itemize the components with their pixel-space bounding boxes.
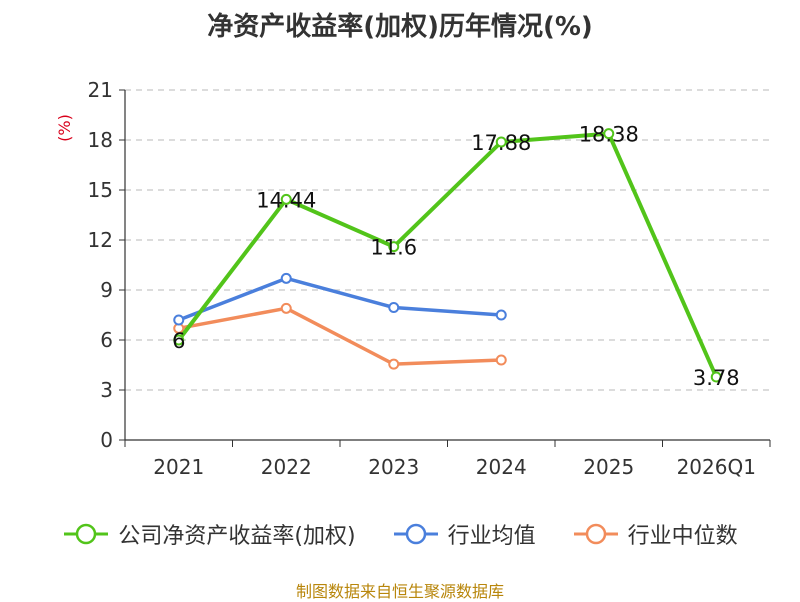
y-tick-label: 3 [100,378,113,402]
legend-label: 公司净资产收益率(加权) [118,524,356,549]
x-tick-label: 2024 [476,455,527,479]
data-point [280,193,292,205]
legend-label: 行业均值 [447,524,536,549]
series-line [177,131,719,378]
chart-title: 净资产收益率(加权)历年情况(%) [207,12,593,42]
data-point [603,128,615,140]
legend-item[interactable]: 公司净资产收益率(加权) [62,518,356,550]
data-point [280,272,292,284]
legend: 公司净资产收益率(加权) 行业均值 行业中位数 [0,518,800,550]
legend-marker-icon [64,523,109,545]
y-tick-label: 18 [88,128,113,152]
data-point [388,358,400,370]
y-tick-label: 0 [100,428,113,452]
legend-marker-icon [573,523,618,545]
series-line [178,276,502,322]
data-point [280,302,292,314]
legend-item[interactable]: 行业中位数 [572,518,738,550]
series-line [178,306,502,366]
data-point [495,354,507,366]
y-tick-label: 15 [88,178,113,202]
data-point [388,241,400,253]
data-label: 3.78 [693,366,740,390]
data-point [388,302,400,313]
x-tick-label: 2022 [261,455,312,479]
x-tick-label: 2021 [153,455,204,479]
source-note: 制图数据来自恒生聚源数据库 [295,582,504,601]
data-label: 6 [172,329,185,353]
data-point [495,136,507,148]
data-label: 11.6 [370,236,417,260]
data-label: 18.38 [579,123,639,147]
y-axis-label: (%) [55,114,74,142]
legend-marker-icon [393,523,438,545]
y-tick-label: 21 [88,78,113,102]
x-tick-label: 2025 [583,455,634,479]
x-tick-label: 2023 [368,455,419,479]
data-label: 14.44 [256,188,316,212]
legend-item[interactable]: 行业均值 [392,518,536,550]
legend-label: 行业中位数 [627,524,738,549]
y-tick-label: 12 [88,228,113,252]
y-tick-label: 6 [100,328,113,352]
data-point [495,309,507,321]
data-label: 17.88 [471,131,531,155]
y-tick-label: 9 [100,278,113,302]
x-tick-label: 2026Q1 [677,455,756,479]
line-chart: 0 3 6 9 12 15 18 21 2021 2022 2023 2024 2025 2026Q1 (%… [55,78,771,479]
data-point [173,314,185,326]
data-point [173,334,185,346]
data-point [710,371,722,383]
